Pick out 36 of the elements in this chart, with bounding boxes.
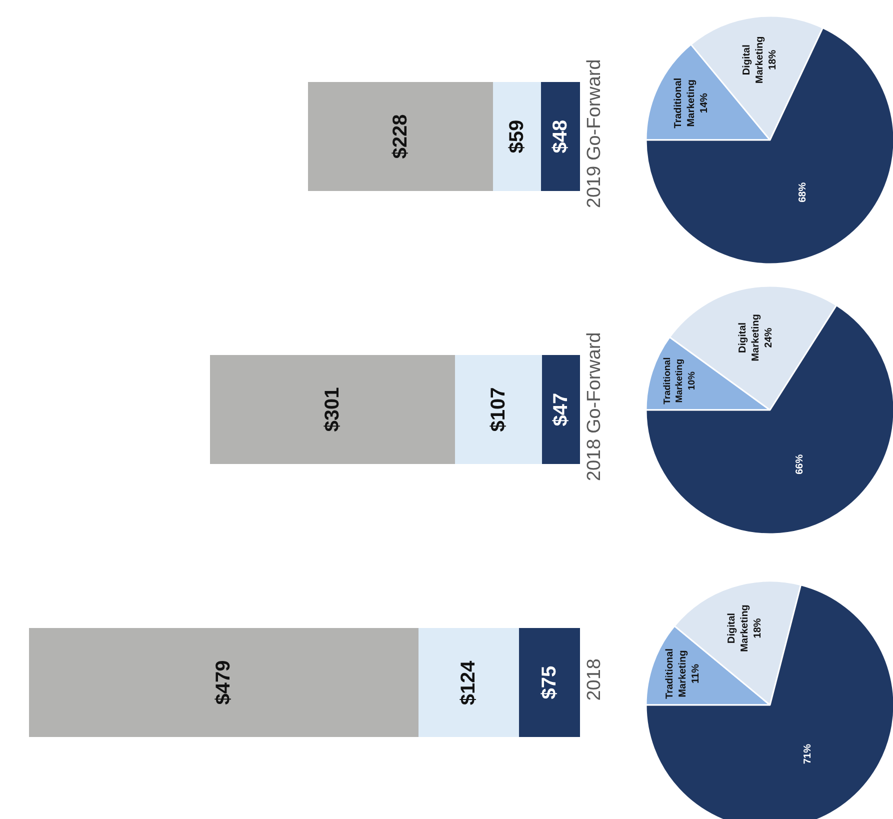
- bar: [29, 628, 418, 738]
- data-label: 24%: [764, 328, 775, 348]
- slice-label: Traditional Marketing: [664, 648, 688, 699]
- y-tick-label: 2018: [584, 658, 605, 701]
- data-label: $228: [389, 114, 412, 159]
- data-label: $59: [506, 120, 528, 154]
- bar: [540, 82, 580, 192]
- bar: [493, 82, 541, 192]
- data-label: $47: [550, 392, 572, 426]
- bar: [210, 354, 455, 464]
- slice-label: Digital Marketing: [726, 604, 751, 652]
- data-label: $301: [322, 387, 344, 432]
- data-label: 66%: [794, 454, 806, 474]
- data-label: 18%: [767, 50, 778, 70]
- slice-label: Traditional Marketing: [662, 357, 684, 404]
- data-label: 14%: [698, 92, 710, 114]
- data-label: $75: [538, 666, 561, 700]
- bar: [308, 82, 494, 192]
- bar: [418, 628, 520, 738]
- data-label: 11%: [690, 664, 702, 684]
- data-label: 18%: [752, 618, 764, 638]
- data-label: 71%: [802, 744, 814, 764]
- slice-label: Traditional Marketing: [672, 78, 697, 128]
- bar: [519, 628, 580, 738]
- data-label: $479: [212, 660, 235, 705]
- data-label: $48: [549, 120, 572, 154]
- slice-label: Digital Marketing: [738, 314, 762, 362]
- bar: [454, 354, 542, 464]
- data-label: 68%: [798, 182, 809, 202]
- data-label: 10%: [686, 370, 696, 390]
- data-label: $107: [487, 387, 510, 432]
- y-tick-label: 2019 Go-Forward: [584, 59, 605, 208]
- bar: [542, 354, 580, 464]
- y-tick-label: 2018 Go-Forward: [584, 332, 605, 482]
- slice-label: Digital Marketing: [741, 36, 766, 84]
- data-label: $124: [458, 660, 480, 706]
